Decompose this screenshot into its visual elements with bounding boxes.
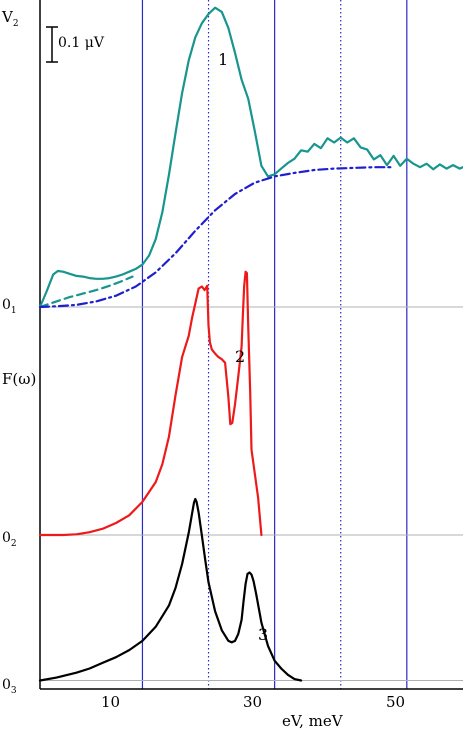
baseline-label-1: 01 [2,297,17,316]
x-axis-title: eV, meV [282,712,343,730]
x-tick-label-50: 50 [386,693,406,711]
curve-label-2: 2 [235,347,246,366]
gridlines [141,0,408,689]
v2-axis-label: V2 [2,8,19,29]
curve-1-dashed [38,275,134,309]
curve-label-1: 1 [218,50,229,69]
curve-2 [38,270,263,537]
x-tick-label-10: 10 [101,693,121,711]
curve-1-background [38,166,395,309]
baseline-label-2: 02 [2,530,17,549]
scale-bar [46,26,58,63]
curve-label-3: 3 [258,625,269,644]
curve-3 [38,497,303,682]
baseline-label-3: 03 [2,677,17,696]
curve-1 [38,6,463,309]
x-tick-label-30: 30 [243,693,263,711]
scale-bar-label: 0.1 μV [58,35,104,51]
f-omega-axis-label: F(ω) [2,370,37,388]
baselines [40,306,463,681]
series-group [38,6,463,682]
